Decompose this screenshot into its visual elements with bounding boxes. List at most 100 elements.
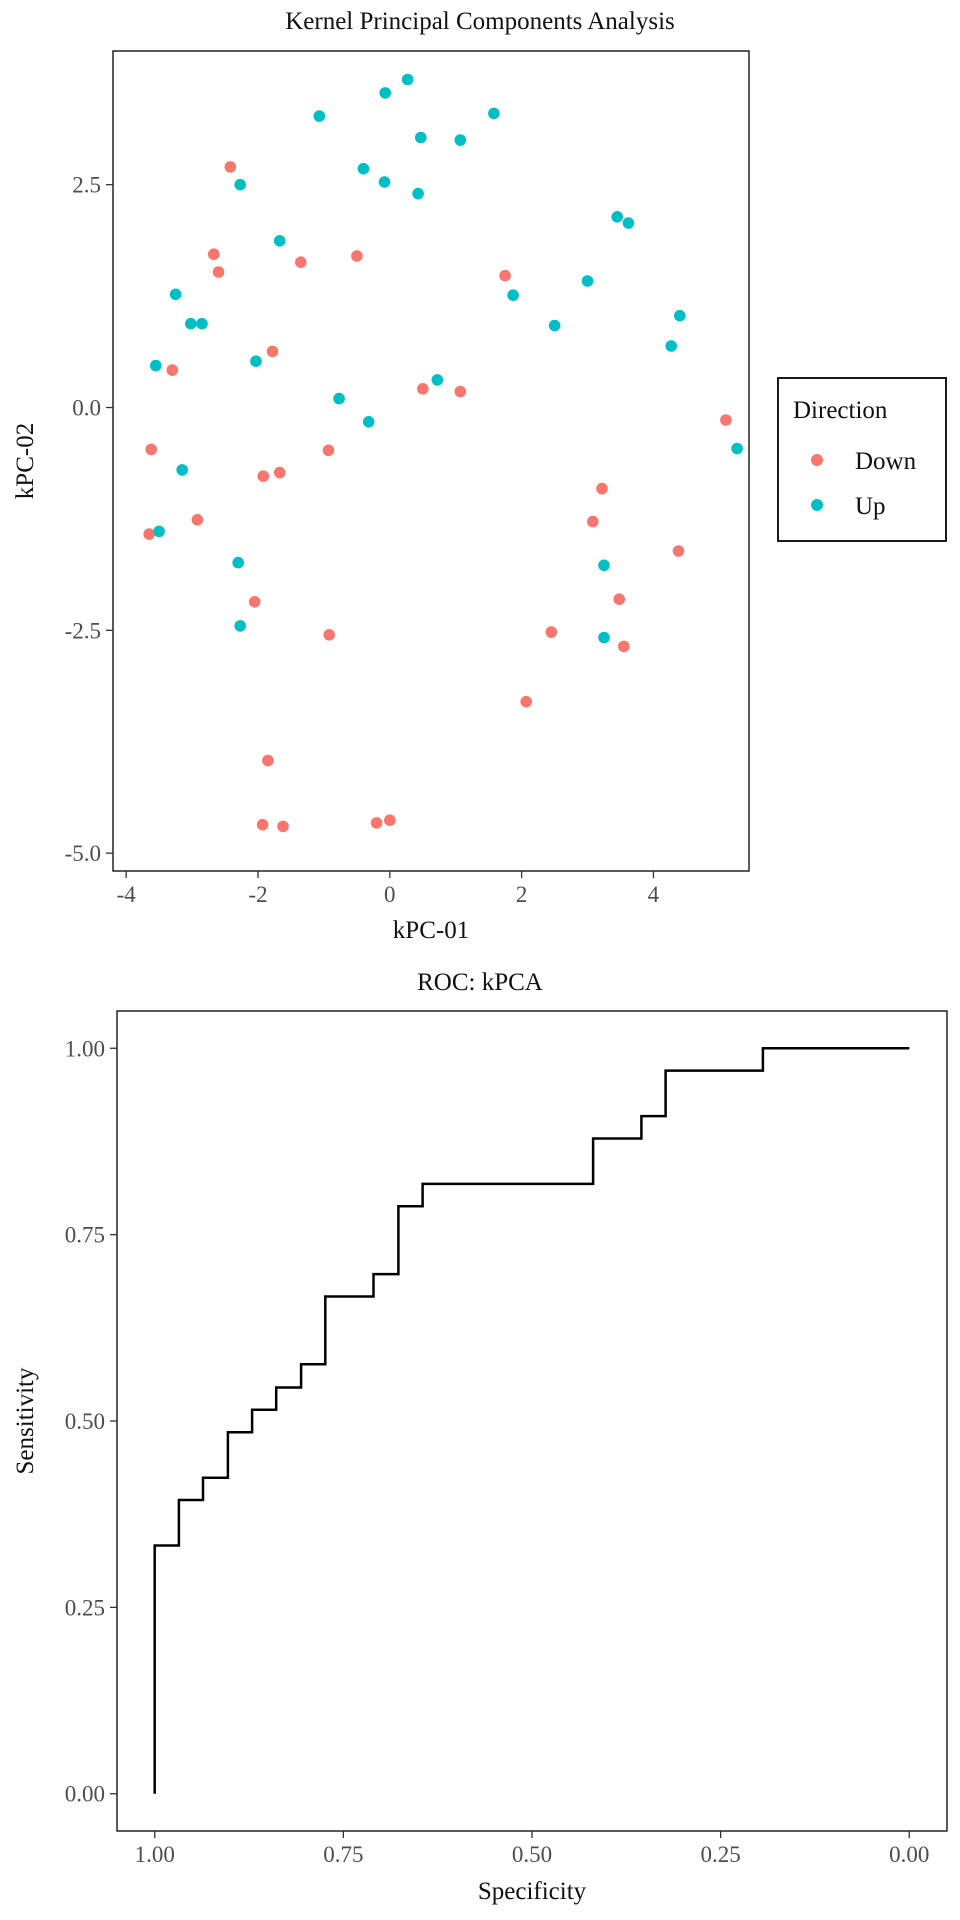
y-tick-label: 0.00 [65, 1782, 105, 1807]
point-up [412, 187, 424, 200]
legend-label-down: Down [855, 448, 917, 475]
point-down [208, 248, 220, 260]
point-down [596, 482, 608, 495]
point-down [273, 466, 286, 479]
point-up [415, 131, 427, 144]
y-tick-label: 1.00 [65, 1036, 105, 1061]
point-down [323, 629, 336, 641]
x-tick-label: 2 [516, 882, 528, 907]
roc-curve-line [153, 1047, 910, 1794]
point-up [598, 559, 610, 572]
legend-swatch-down [811, 454, 823, 466]
point-down [295, 256, 307, 269]
point-up [362, 416, 375, 428]
point-down [370, 817, 383, 829]
point-up [622, 217, 635, 229]
roc-y-axis: 0.00 0.25 0.50 0.75 1.00 [65, 1036, 117, 1807]
point-up [731, 442, 743, 455]
point-up [454, 134, 467, 146]
x-tick-label: 4 [648, 882, 660, 907]
x-tick-label: 1.00 [135, 1842, 175, 1867]
point-down [384, 814, 396, 826]
point-up [507, 289, 519, 302]
point-down [224, 161, 237, 173]
kpca-plot-panel [112, 50, 750, 872]
point-down [257, 470, 270, 483]
point-up [169, 288, 182, 301]
y-tick-label: 2.5 [72, 173, 101, 198]
x-tick-label: 0.50 [512, 1842, 552, 1867]
kpca-x-axis-title: kPC-01 [393, 917, 469, 944]
point-down [262, 754, 274, 767]
point-down [322, 444, 335, 457]
point-up [378, 176, 391, 188]
point-up [313, 110, 326, 122]
point-down [191, 514, 204, 526]
point-up [665, 340, 677, 352]
point-up [581, 275, 594, 287]
point-up [357, 162, 370, 175]
roc-x-axis-title: Specificity [478, 1878, 587, 1905]
point-down [672, 545, 685, 557]
x-tick-label: 0.75 [323, 1842, 363, 1867]
point-up [379, 87, 392, 99]
direction-legend: Direction Down Up [777, 377, 947, 542]
legend-title: Direction [793, 397, 888, 424]
kpca-y-axis-title: kPC-02 [12, 423, 39, 499]
y-tick-label: -2.5 [65, 618, 101, 643]
y-tick-label: 0.0 [72, 396, 101, 421]
kpca-chart-title: Kernel Principal Components Analysis [285, 8, 675, 35]
point-down [143, 528, 155, 540]
point-up [153, 525, 165, 538]
y-tick-label: 0.25 [65, 1595, 105, 1620]
point-down [613, 593, 625, 605]
point-up [548, 319, 561, 332]
point-up [674, 309, 686, 322]
kpca-x-axis: -4 -2 0 2 4 [117, 871, 660, 907]
point-up [598, 631, 610, 644]
point-down [351, 250, 363, 262]
point-down [166, 364, 179, 376]
point-up [488, 107, 500, 120]
point-down [256, 818, 269, 831]
legend-label-up: Up [855, 493, 886, 520]
roc-y-axis-title: Sensitivity [12, 1367, 39, 1474]
legend-box [777, 377, 947, 542]
point-up [176, 464, 188, 476]
point-up [273, 235, 286, 247]
point-up [401, 73, 414, 86]
point-down [720, 414, 732, 426]
point-down [618, 640, 630, 653]
x-tick-label: 0.00 [889, 1842, 929, 1867]
point-down [454, 385, 467, 398]
point-up [232, 556, 244, 569]
point-up [150, 359, 162, 372]
point-up [333, 392, 345, 405]
point-down [417, 383, 429, 395]
y-tick-label: -5.0 [65, 841, 101, 866]
point-down [499, 269, 511, 282]
point-up [234, 620, 246, 632]
kpca-y-axis: -5.0 -2.5 0.0 2.5 [65, 173, 113, 866]
point-down [545, 626, 558, 638]
kpca-points [143, 73, 743, 833]
roc-plot-panel [116, 1010, 948, 1832]
point-up [185, 317, 197, 330]
x-tick-label: -4 [117, 882, 137, 907]
roc-x-axis: 1.00 0.75 0.50 0.25 0.00 [135, 1831, 929, 1867]
point-up [250, 355, 262, 368]
point-up [611, 211, 623, 223]
point-up [196, 317, 208, 330]
point-down [587, 515, 599, 528]
x-tick-label: 0 [384, 882, 396, 907]
legend-swatch-up [811, 499, 823, 511]
point-down [145, 443, 157, 456]
y-tick-label: 0.75 [65, 1223, 105, 1248]
point-down [266, 345, 279, 358]
point-down [212, 266, 225, 278]
point-down [248, 596, 261, 608]
kpca-panel: Kernel Principal Components Analysis -4-… [12, 8, 947, 944]
point-up [431, 374, 444, 386]
roc-panel: ROC: kPCA 1.00 0.75 0.50 0.25 0.00 0.000.250… [12, 969, 948, 1905]
